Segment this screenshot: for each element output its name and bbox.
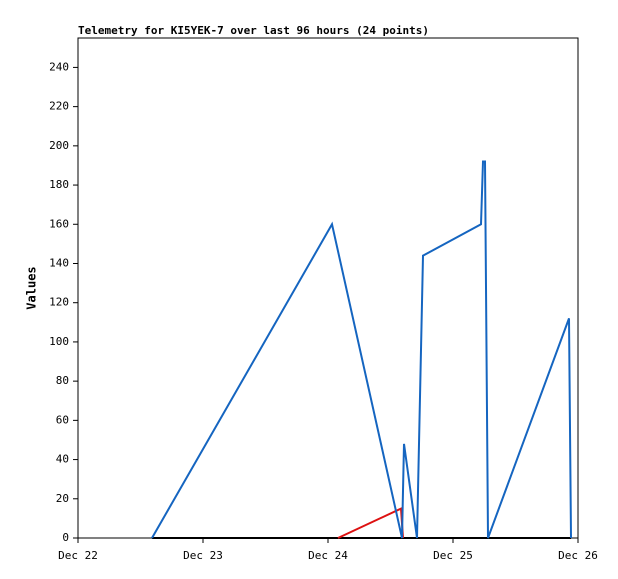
y-tick-label: 200 [49, 139, 69, 152]
x-tick-label: Dec 24 [308, 549, 348, 562]
series-line [151, 160, 572, 539]
x-tick-label: Dec 23 [183, 549, 223, 562]
chart-title: Telemetry for KI5YEK-7 over last 96 hour… [78, 24, 429, 37]
y-tick-label: 120 [49, 296, 69, 309]
series-line [337, 507, 404, 539]
y-tick-label: 100 [49, 335, 69, 348]
y-tick-label: 220 [49, 100, 69, 113]
x-tick-label: Dec 22 [58, 549, 98, 562]
y-tick-label: 140 [49, 256, 69, 269]
y-tick-label: 60 [56, 413, 69, 426]
y-tick-label: 160 [49, 217, 69, 230]
y-tick-label: 40 [56, 453, 69, 466]
y-tick-label: 0 [62, 531, 69, 544]
y-tick-label: 240 [49, 60, 69, 73]
y-tick-label: 80 [56, 374, 69, 387]
y-tick-label: 180 [49, 178, 69, 191]
x-tick-label: Dec 25 [433, 549, 473, 562]
x-tick-label: Dec 26 [558, 549, 598, 562]
y-tick-label: 20 [56, 492, 69, 505]
y-axis-label: Values [25, 266, 39, 309]
plot-frame [77, 37, 579, 539]
